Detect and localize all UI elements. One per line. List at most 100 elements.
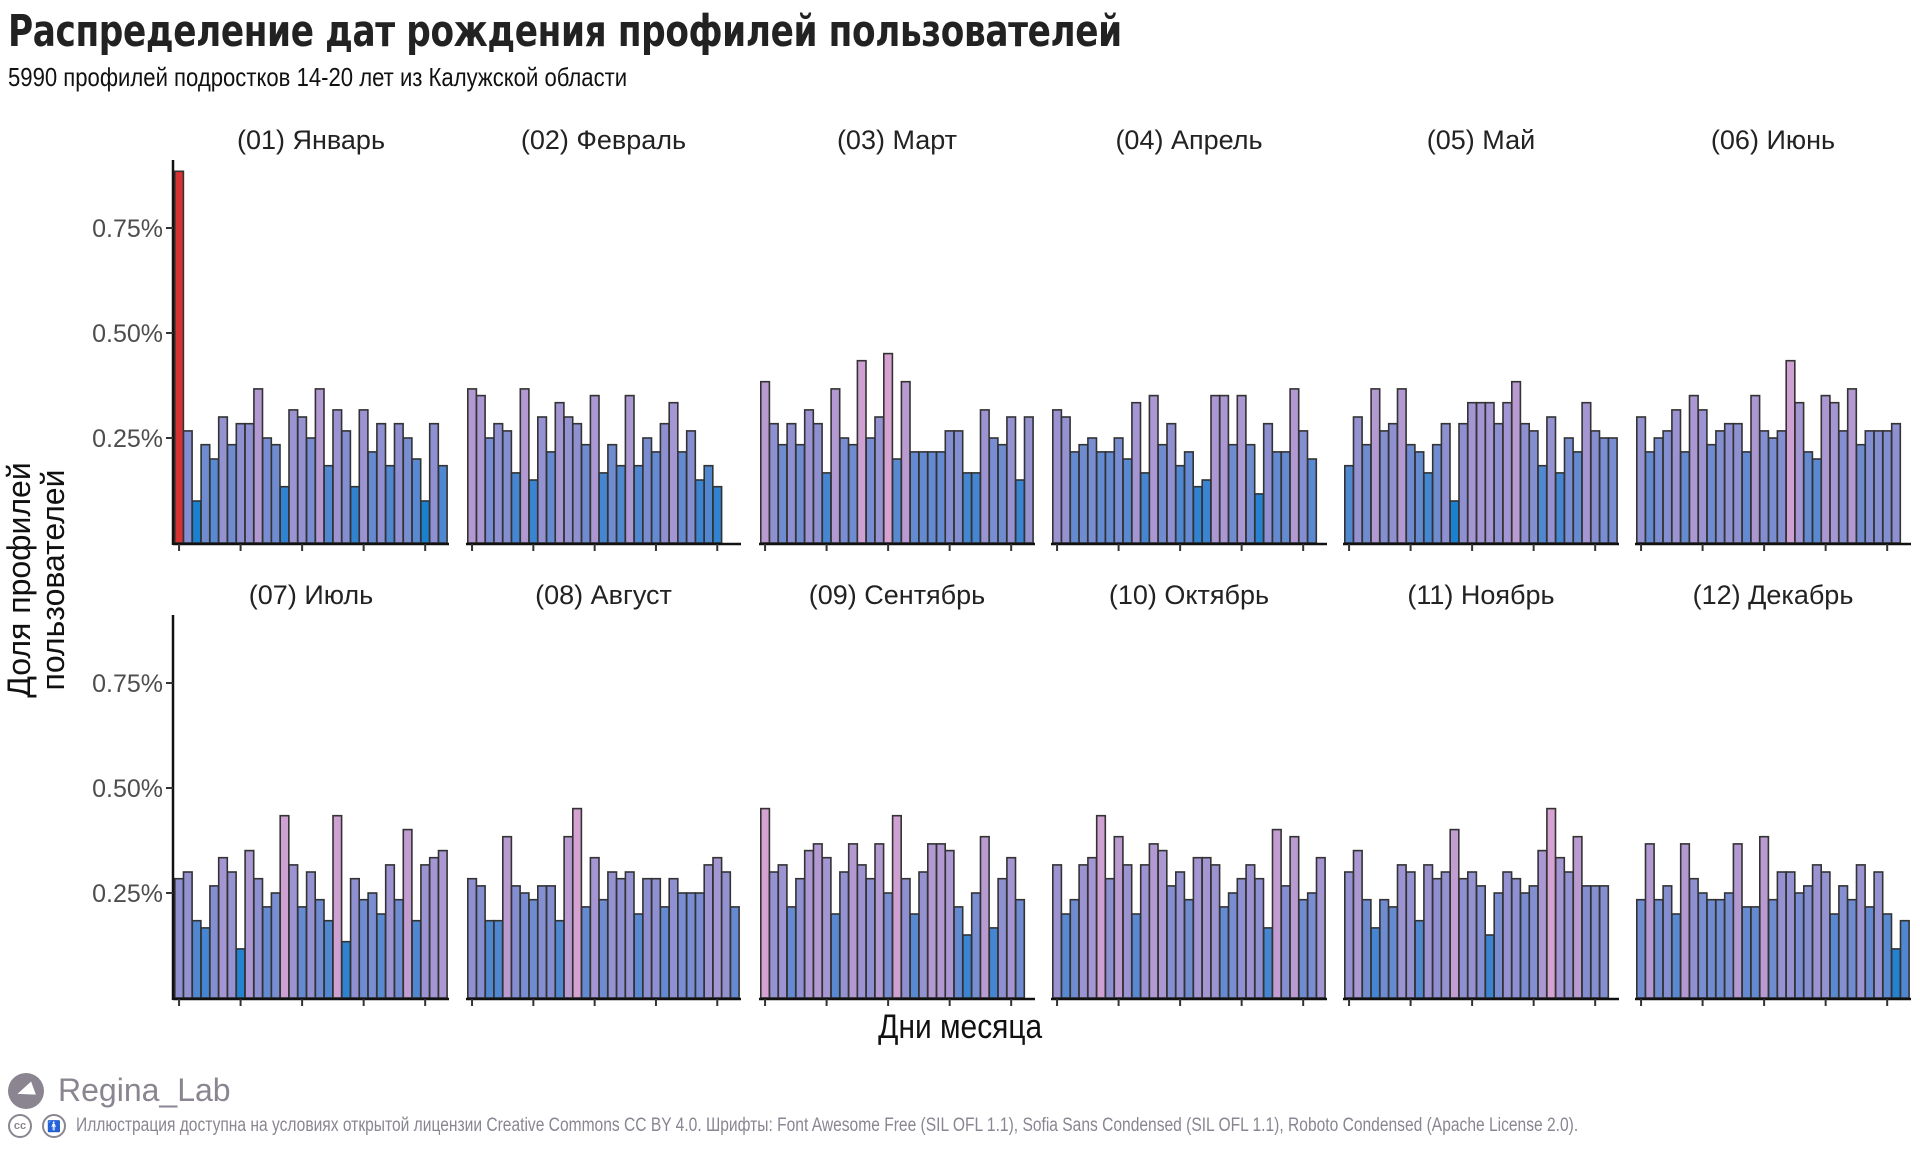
bar-day-6 (1387, 906, 1399, 999)
bar-day-27 (1864, 430, 1875, 544)
bar-day-17 (1776, 871, 1787, 999)
bar-day-15 (882, 892, 894, 999)
bar-day-6 (803, 849, 815, 999)
bar-day-2 (182, 871, 193, 999)
attribution-icon: 🚹 (42, 1114, 66, 1138)
bar-day-12 (1732, 422, 1743, 544)
bar-day-30 (428, 422, 440, 544)
bar-day-27 (1864, 906, 1875, 999)
bar-day-19 (1794, 401, 1805, 544)
chart-subtitle: 5990 профилей подростков 14-20 лет из Ка… (8, 62, 628, 92)
bar-day-3 (191, 919, 202, 999)
bar-day-16 (1183, 898, 1194, 999)
bar-day-19 (332, 814, 343, 999)
bar-day-7 (1688, 394, 1699, 544)
bar-day-6 (1679, 451, 1691, 544)
bar-day-5 (795, 443, 806, 544)
bar-day-27 (1572, 451, 1583, 544)
bar-day-23 (659, 422, 670, 544)
bar-day-12 (1440, 422, 1451, 544)
bar-day-19 (1502, 401, 1513, 544)
bar-day-16 (1475, 885, 1486, 999)
bar-day-17 (1192, 485, 1203, 544)
bar-day-18 (1201, 479, 1212, 544)
bar-day-11 (1723, 892, 1735, 999)
bar-day-14 (1750, 906, 1761, 999)
bar-day-10 (545, 451, 556, 544)
bar-day-22 (944, 430, 955, 544)
bar-day-4 (1662, 430, 1673, 544)
bar-day-29 (1298, 898, 1309, 999)
bar-day-26 (1271, 451, 1282, 544)
bar-day-12 (270, 892, 281, 999)
y-tick-label: 0.50% (92, 320, 163, 348)
facet-title: (03) Март (837, 125, 957, 155)
bar-day-24 (1254, 877, 1265, 999)
bar-day-24 (962, 472, 973, 544)
bar-day-11 (554, 401, 565, 544)
bar-day-20 (1511, 380, 1522, 544)
bar-day-5 (1379, 430, 1390, 544)
bar-day-7 (1104, 451, 1115, 544)
bar-day-1 (174, 170, 185, 544)
bar-day-28 (703, 464, 714, 544)
bar-day-2 (1060, 416, 1071, 544)
bar-day-28 (997, 877, 1008, 999)
bar-day-24 (1838, 885, 1849, 999)
bar-day-11 (1431, 443, 1443, 544)
bar-day-23 (367, 892, 378, 999)
bar-day-29 (1882, 430, 1893, 544)
bar-day-11 (847, 443, 859, 544)
bar-day-20 (1219, 394, 1230, 544)
x-axis-title: Дни месяца (0, 1008, 1920, 1047)
bar-day-3 (1653, 437, 1664, 544)
footer-brand[interactable]: Regina_Lab (8, 1072, 231, 1109)
bar-day-13 (571, 807, 583, 999)
bar-day-22 (358, 898, 369, 999)
bar-day-6 (510, 472, 521, 544)
bar-day-14 (288, 864, 299, 999)
facet-title: (12) Декабрь (1693, 580, 1854, 610)
bar-day-25 (970, 892, 982, 999)
bar-day-5 (795, 877, 806, 999)
bar-day-8 (821, 856, 832, 999)
bar-day-20 (1219, 906, 1230, 999)
bar-day-10 (1423, 472, 1434, 544)
bar-day-2 (475, 394, 486, 544)
bar-day-15 (1759, 835, 1770, 999)
bar-day-21 (1519, 422, 1530, 544)
bar-day-1 (1344, 464, 1355, 544)
bar-day-18 (1201, 856, 1212, 999)
bar-day-13 (1741, 906, 1752, 999)
bar-day-14 (874, 843, 885, 999)
footer-license: cc 🚹 Иллюстрация доступна на условиях от… (8, 1114, 1908, 1138)
bar-day-12 (856, 359, 867, 544)
bar-day-17 (1192, 856, 1203, 999)
bar-day-14 (1166, 422, 1177, 544)
bar-day-25 (970, 472, 982, 544)
bar-day-21 (1519, 892, 1530, 999)
bar-day-18 (909, 451, 920, 544)
bar-day-16 (598, 898, 609, 999)
bar-day-12 (1148, 394, 1159, 544)
bar-day-25 (1262, 927, 1274, 999)
bar-day-19 (332, 409, 343, 544)
bar-day-4 (1370, 927, 1381, 999)
bar-day-7 (1396, 388, 1407, 544)
bar-day-21 (642, 877, 653, 999)
facet-title: (02) Февраль (521, 125, 686, 155)
bar-day-13 (571, 422, 583, 544)
bar-day-8 (235, 948, 246, 999)
y-tick-label: 0.25% (92, 880, 163, 908)
bar-day-15 (296, 416, 308, 544)
bar-day-12 (1732, 843, 1743, 999)
bar-day-14 (580, 443, 591, 544)
y-axis-title-text: Доля профилей пользователей (1, 430, 71, 730)
bar-day-9 (1706, 898, 1717, 999)
bar-day-10 (839, 871, 850, 999)
bar-day-22 (1820, 394, 1831, 544)
bar-day-4 (786, 906, 797, 999)
bar-day-26 (1855, 864, 1866, 999)
bar-day-30 (1890, 948, 1902, 999)
bar-day-11 (1139, 864, 1151, 999)
